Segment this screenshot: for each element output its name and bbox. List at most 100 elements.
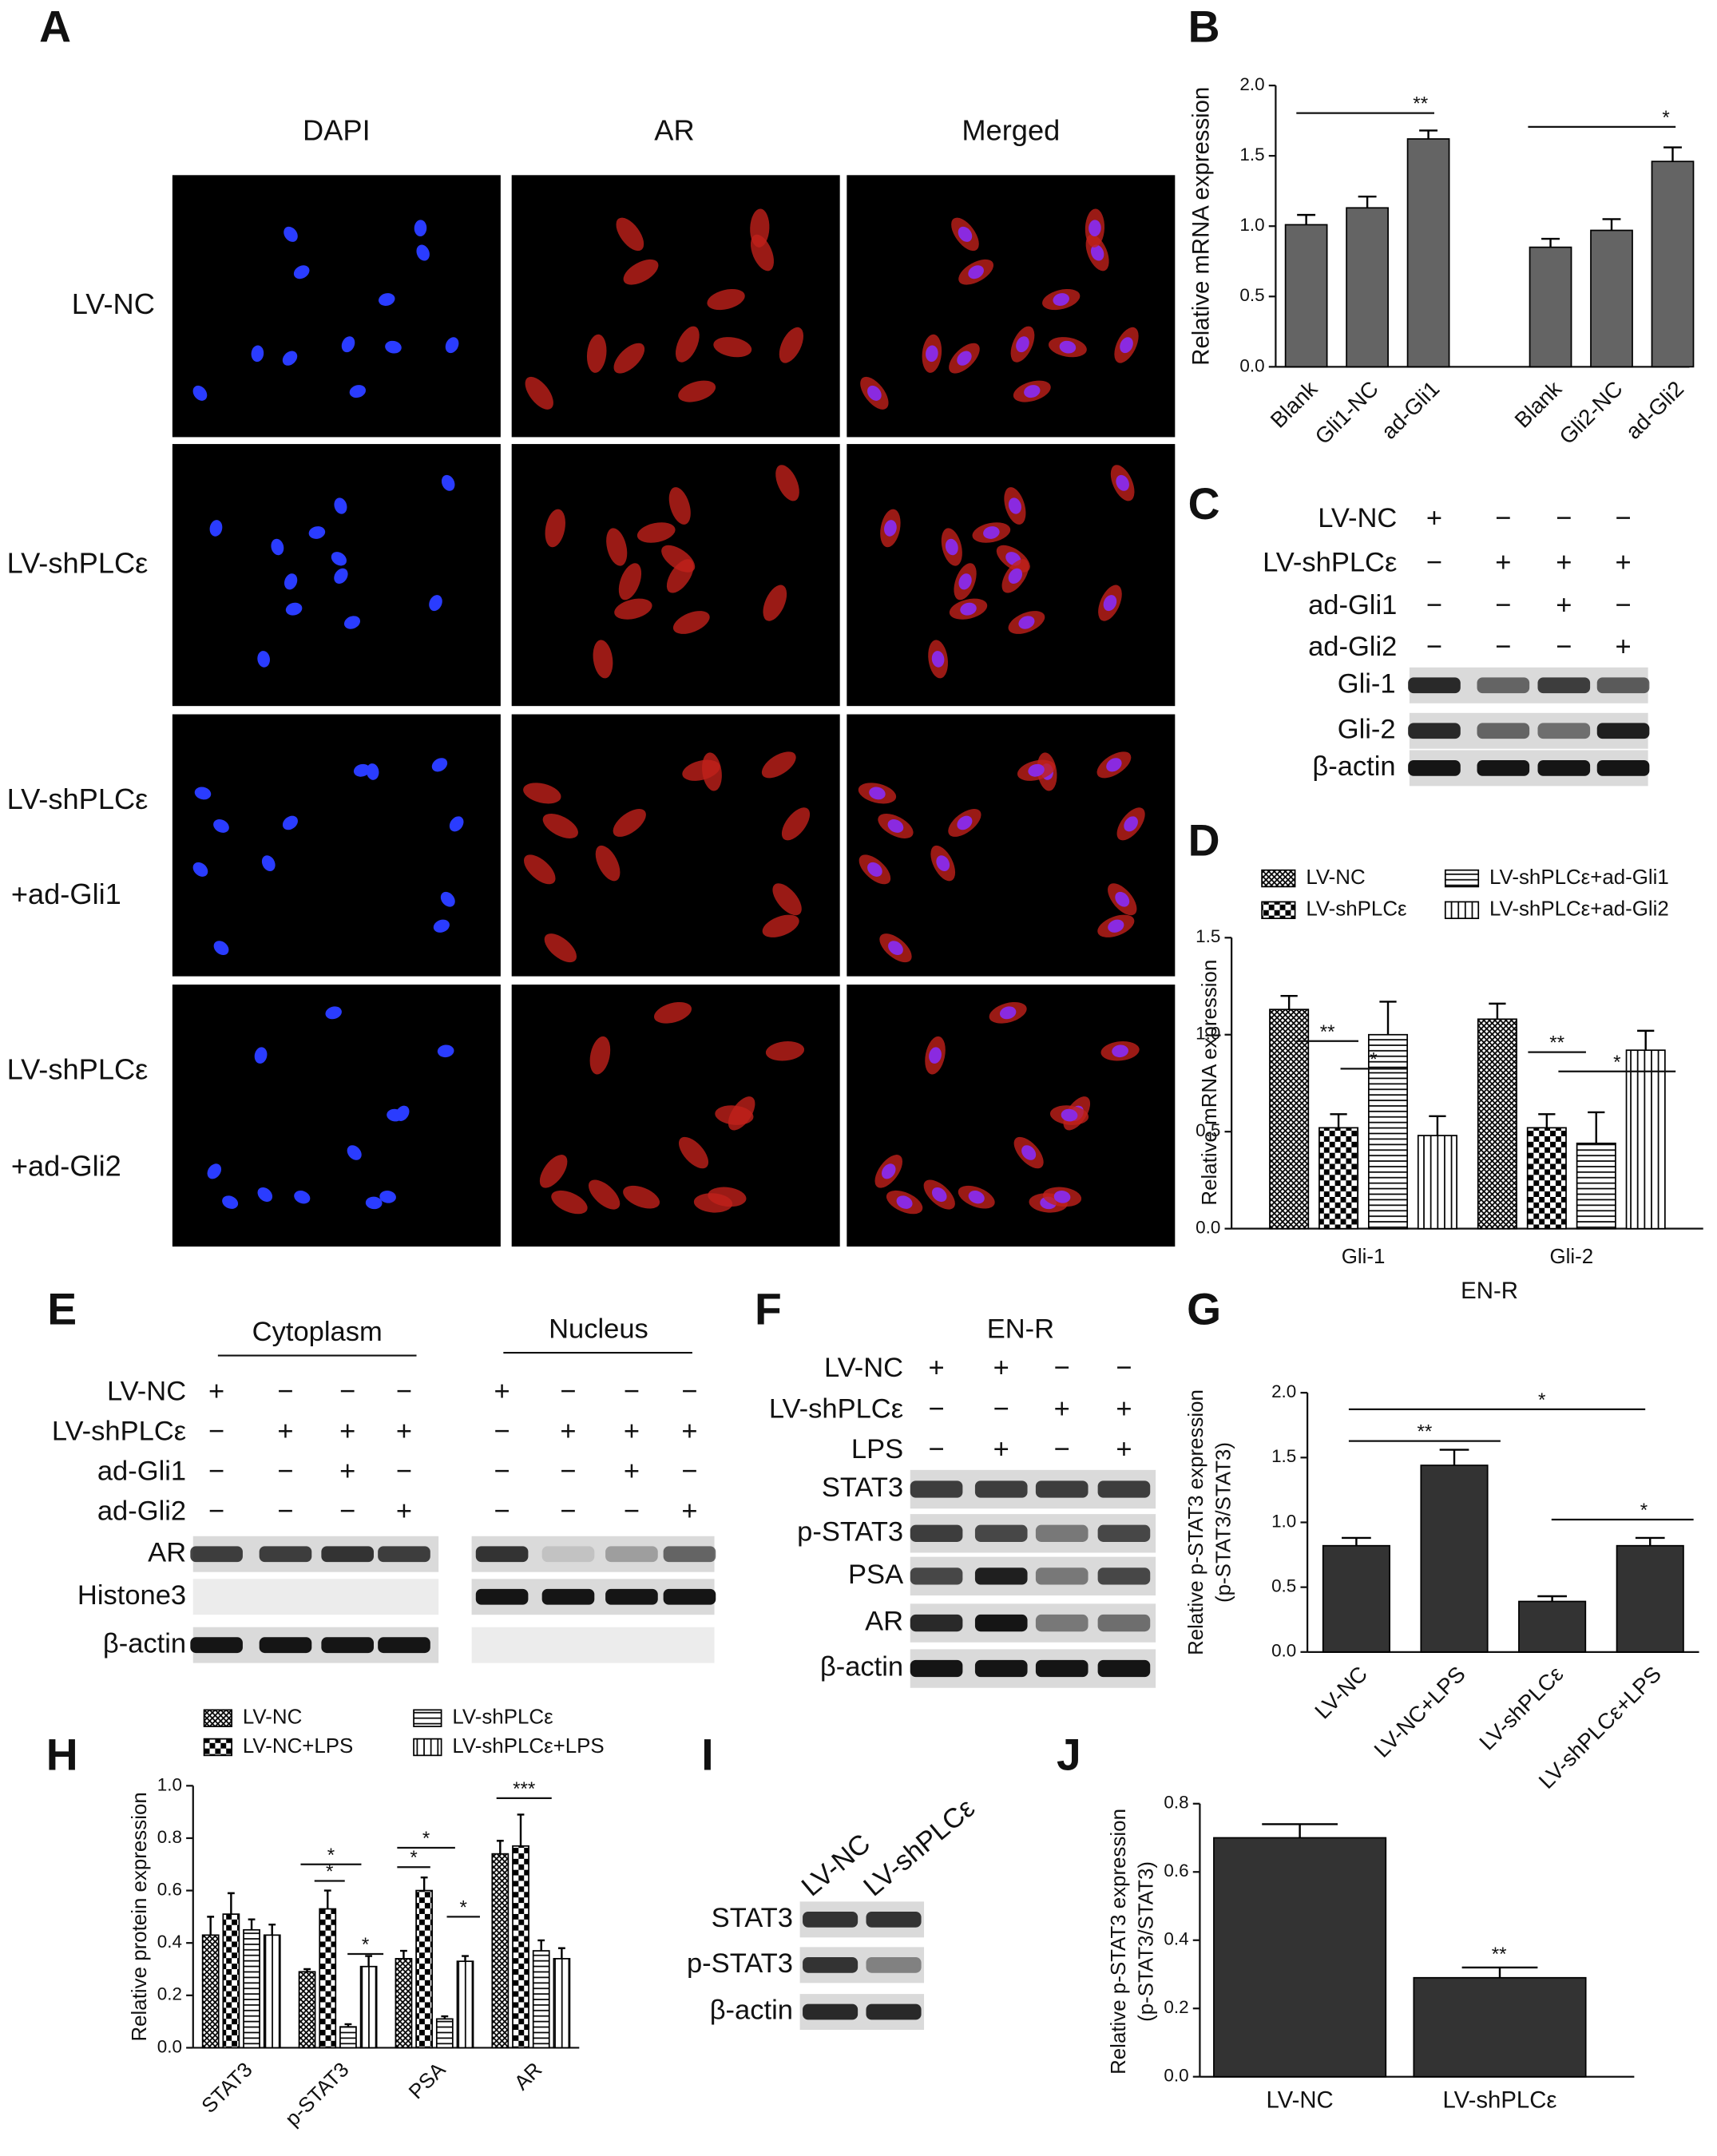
nucleus <box>1008 497 1021 514</box>
legend-label: LV-shPLCε+ad-Gli2 <box>1489 898 1669 921</box>
error-bar <box>1358 196 1377 208</box>
condition-sign: + <box>1556 547 1572 577</box>
condition-sign: − <box>1495 632 1511 662</box>
nucleus <box>192 385 208 401</box>
band <box>910 1659 963 1678</box>
bar <box>415 1889 434 2049</box>
bar <box>1420 1464 1489 1653</box>
condition-sign: − <box>1495 503 1511 533</box>
band-label: Gli-2 <box>1338 714 1396 744</box>
nucleus <box>293 265 310 279</box>
micrograph <box>172 985 501 1247</box>
legend-swatch <box>203 1738 232 1757</box>
significance-mark: * <box>1640 1500 1648 1521</box>
legend-label: LV-NC+LPS <box>243 1735 353 1758</box>
condition-sign: − <box>1495 590 1511 620</box>
row-label: LV-shPLCε <box>7 547 149 580</box>
condition-sign: − <box>494 1496 510 1527</box>
nucleus <box>1059 340 1077 354</box>
condition-sign: − <box>1054 1434 1070 1464</box>
bar <box>1590 229 1633 368</box>
y-tick-label: 0.2 <box>1164 1997 1188 2017</box>
nucleus <box>884 520 897 537</box>
band <box>910 1524 963 1542</box>
nucleus <box>379 293 395 306</box>
bar <box>1529 246 1572 368</box>
legend-label: LV-NC <box>243 1706 302 1729</box>
error-bar <box>207 1916 215 1936</box>
y-axis-label: Relative protein expression <box>129 1792 151 2041</box>
x-axis-label: EN-R <box>1461 1278 1518 1304</box>
error-bar <box>400 1949 407 1959</box>
row-label: +ad-Gli2 <box>11 1149 121 1182</box>
condition-sign: + <box>494 1376 510 1406</box>
cell-body <box>668 487 691 525</box>
nucleus <box>957 351 972 366</box>
band-label: PSA <box>848 1560 903 1590</box>
error-bar <box>1280 994 1298 1010</box>
condition-sign: − <box>560 1496 576 1527</box>
bar <box>456 1960 474 2049</box>
error-bar <box>1602 218 1621 231</box>
nucleus <box>929 1047 942 1064</box>
nucleus <box>353 763 371 777</box>
micrograph <box>511 175 840 438</box>
band <box>1477 723 1530 739</box>
cell-body <box>675 326 700 363</box>
condition-label: ad-Gli1 <box>1308 590 1397 620</box>
cell-body <box>613 809 646 837</box>
cell-body <box>682 759 720 781</box>
nucleus <box>926 345 938 363</box>
significance-mark: * <box>1613 1052 1621 1073</box>
cell-body <box>616 217 644 252</box>
band-label: β-actin <box>820 1652 903 1682</box>
band-label: p-STAT3 <box>797 1516 903 1547</box>
bar <box>339 2026 357 2049</box>
y-tick-label: 1.5 <box>1196 926 1220 946</box>
legend-label: LV-shPLCε <box>452 1706 553 1729</box>
error-bar <box>1439 1449 1469 1466</box>
band <box>974 1567 1028 1585</box>
band <box>1537 760 1591 776</box>
nucleus <box>414 220 427 237</box>
condition-label: LPS <box>851 1434 903 1464</box>
nucleus <box>213 819 229 833</box>
y-tick-label: 2.0 <box>1271 1381 1296 1401</box>
legend-swatch <box>1261 901 1296 919</box>
band <box>1596 760 1650 776</box>
nucleus <box>365 1196 383 1210</box>
micrograph <box>172 714 501 977</box>
legend-swatch <box>1444 869 1480 888</box>
band <box>190 1546 243 1563</box>
error-bar <box>1342 1536 1371 1546</box>
bar <box>532 1950 550 2049</box>
nucleus <box>257 651 270 668</box>
bar <box>263 1934 281 2049</box>
error-bar <box>1538 1113 1556 1128</box>
condition-sign: − <box>681 1376 697 1406</box>
nucleus <box>1120 337 1133 354</box>
blot-header: Nucleus <box>549 1314 648 1345</box>
bar <box>1413 1976 1587 2078</box>
condition-sign: + <box>1495 547 1511 577</box>
panel-label: A <box>39 2 71 52</box>
band <box>1477 677 1530 694</box>
condition-sign: − <box>681 1456 697 1486</box>
band <box>605 1546 658 1563</box>
micrograph <box>172 175 501 438</box>
condition-sign: − <box>928 1434 944 1464</box>
band <box>190 1637 243 1654</box>
band <box>910 1614 963 1632</box>
panel-label: B <box>1188 2 1220 52</box>
y-tick-label: 0.5 <box>1239 285 1264 305</box>
condition-sign: − <box>1556 632 1572 662</box>
error-bar <box>268 1924 276 1936</box>
nucleus <box>416 244 430 261</box>
nucleus <box>1028 763 1045 777</box>
band <box>378 1637 430 1654</box>
nucleus <box>1061 1108 1078 1122</box>
condition-sign: − <box>1615 503 1631 533</box>
significance-mark: * <box>410 1847 418 1869</box>
cell-body <box>551 1190 588 1215</box>
cell-body <box>523 783 561 804</box>
